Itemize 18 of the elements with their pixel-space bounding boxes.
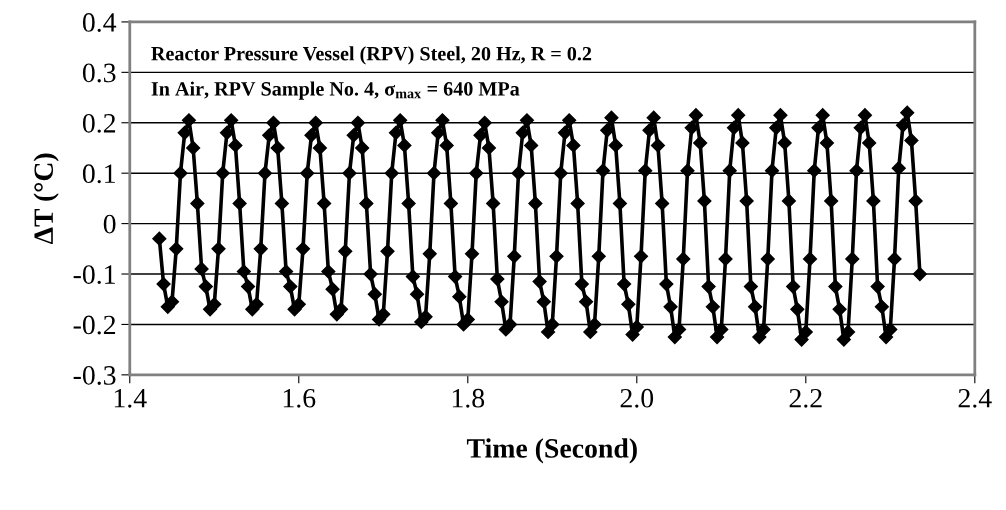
x-tick-label: 2.4: [958, 388, 992, 408]
y-tick-label: -0.1: [73, 265, 115, 285]
x-tick-label: 1.6: [283, 388, 316, 408]
y-tick-label: 0.4: [82, 13, 117, 32]
x-tick-label: 2.0: [620, 388, 654, 408]
y-tick-label: 0.3: [82, 63, 116, 83]
x-axis-title: Time (Second): [466, 438, 637, 464]
y-tick-label: 0.1: [82, 164, 115, 184]
annotation: In Air, RPV Sample No. 4, σ$_{max}$ = 640 MPa: [151, 81, 520, 100]
y-axis-title: ΔT (°C): [33, 153, 59, 245]
x-tick-label: 1.4: [114, 388, 147, 408]
y-tick-label: -0.2: [73, 315, 116, 335]
x-tick-label: 1.8: [452, 388, 485, 408]
x-tick-label: 2.2: [789, 388, 822, 408]
annotation: Reactor Pressure Vessel (RPV) Steel, 20 Hz, R = 0.2: [151, 46, 592, 65]
y-tick-label: 0: [103, 214, 116, 234]
y-tick-label: -0.3: [73, 366, 116, 385]
y-tick-label: 0.2: [82, 113, 116, 133]
